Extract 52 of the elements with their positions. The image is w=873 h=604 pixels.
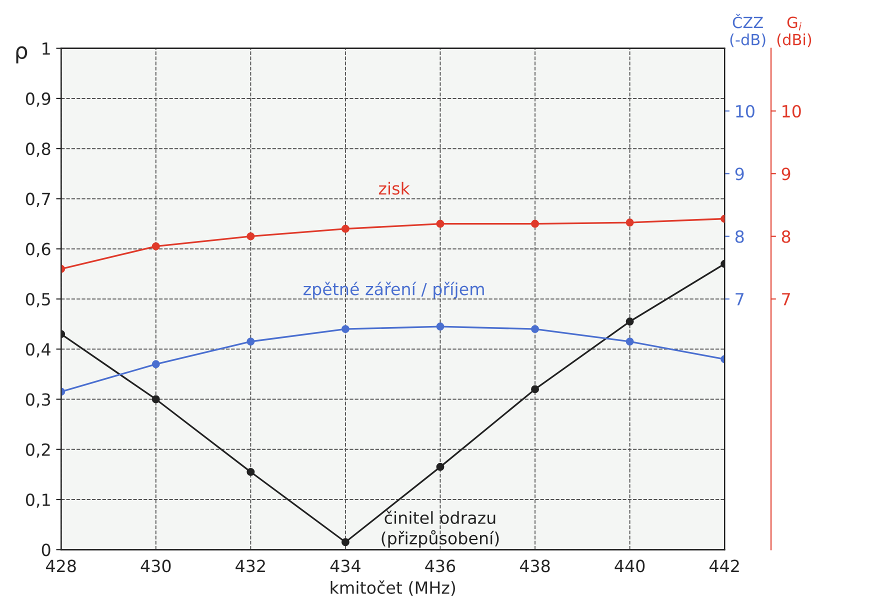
series-label: činitel odrazu (přizpůsobení)	[382, 510, 499, 548]
point	[341, 538, 350, 546]
point	[152, 395, 160, 404]
y-tick-label: 0,2	[26, 443, 50, 458]
point	[436, 220, 444, 228]
x-tick-label: 438	[520, 560, 550, 572]
point	[531, 385, 540, 394]
y-tick-label: 1	[42, 42, 50, 55]
y-axis-title: ρ	[16, 46, 28, 64]
series-label: zpětné záření / příjem	[304, 282, 484, 299]
y3-tick-label: 8	[782, 230, 790, 243]
y3-axis-title: G$_{i}$ (dBi)	[777, 16, 812, 48]
y-tick-label: 0,1	[26, 493, 50, 508]
y2-tick-label: 10	[736, 104, 754, 118]
point	[626, 218, 634, 227]
point	[626, 318, 634, 326]
point	[436, 322, 444, 331]
point	[341, 224, 350, 233]
point	[436, 462, 444, 471]
point	[246, 338, 255, 346]
x-tick-label: 436	[425, 560, 456, 572]
point	[152, 242, 160, 250]
x-tick-label: 440	[614, 560, 645, 572]
x-axis-title: kmitočet (MHz)	[330, 580, 455, 596]
y-tick-label: 0,6	[26, 242, 50, 258]
y3-tick-label: 7	[782, 293, 790, 306]
x-tick-label: 430	[140, 560, 171, 572]
y3-tick-label: 9	[782, 168, 790, 180]
point	[246, 232, 255, 240]
y3-tick-label: 10	[782, 104, 801, 118]
point	[341, 325, 350, 334]
y2-axis-title: ČZZ (-dB)	[730, 14, 766, 48]
y-tick-label: 0,9	[26, 92, 50, 107]
y-tick-label: 0,3	[26, 393, 50, 408]
x-tick-label: 428	[46, 560, 76, 572]
y2-tick-label: 9	[735, 168, 744, 180]
y-tick-label: 0,8	[26, 142, 50, 157]
point	[531, 325, 540, 334]
y2-tick-label: 7	[736, 293, 744, 306]
y-tick-label: 0,5	[26, 292, 50, 308]
y-tick-label: 0,4	[26, 343, 50, 358]
y-tick-label: 0,7	[26, 192, 50, 207]
x-tick-label: 434	[330, 560, 360, 572]
point	[531, 220, 540, 228]
series-label: zisk	[378, 182, 410, 195]
point	[246, 468, 255, 476]
y2-tick-label: 8	[735, 230, 744, 243]
point	[152, 360, 160, 368]
y-tick-label: 0	[42, 544, 50, 556]
x-tick-label: 442	[710, 560, 739, 572]
point	[626, 338, 634, 346]
x-tick-label: 432	[236, 560, 265, 572]
